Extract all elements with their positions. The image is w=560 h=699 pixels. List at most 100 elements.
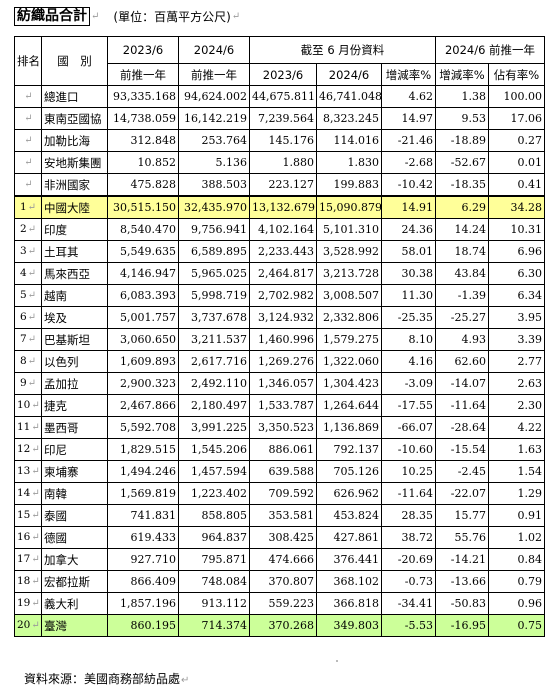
- table-row: 17↵ 加拿大 927.710 795.871 474.666 376.441 -20.69…: [14, 548, 545, 571]
- value-cell-v5: -66.07: [381, 416, 436, 439]
- value-cell-v1: 1,609.893: [107, 350, 179, 373]
- value-cell-v5: -25.35: [381, 306, 436, 329]
- rank-value: 15: [17, 509, 31, 521]
- rank-value: 2: [19, 223, 27, 235]
- value-cell-v2: 2,492.110: [178, 372, 250, 395]
- country-name: 義大利: [41, 592, 108, 615]
- table-row: 2↵ 印度 8,540.470 9,756.941 4,102.164 5,101.310…: [14, 218, 545, 241]
- country-name: 總進口: [41, 85, 108, 108]
- rank-cell: ↵: [14, 129, 42, 152]
- rank-value: 3: [19, 245, 27, 257]
- value-cell-v5: -2.68: [381, 151, 436, 174]
- value-cell-v4: 368.102: [316, 570, 382, 593]
- rank-value: 12: [17, 443, 31, 455]
- country-name: 以色列: [41, 350, 108, 373]
- table-row: 19↵ 義大利 1,857.196 913.112 559.223 366.818 -34.…: [14, 592, 545, 615]
- country-name: 印度: [41, 218, 108, 241]
- table-row: 9↵ 孟加拉 2,900.323 2,492.110 1,346.057 1,304.42…: [14, 372, 545, 395]
- value-cell-v7: 1.29: [488, 482, 545, 505]
- value-cell-v6: -2.45: [435, 460, 489, 483]
- table-row: ↵ 總進口 93,335.168 94,624.002 44,675.811 46,741…: [14, 85, 545, 108]
- header-country: 國 別: [41, 36, 108, 86]
- table-row: 5↵ 越南 6,083.393 5,998.719 2,702.982 3,008.507…: [14, 284, 545, 307]
- value-cell-v6: -1.39: [435, 284, 489, 307]
- value-cell-v4: 1,304.423: [316, 372, 382, 395]
- value-cell-v2: 9,756.941: [178, 218, 250, 241]
- paragraph-mark-icon: ↵: [31, 510, 40, 521]
- table-row: 18↵ 宏都拉斯 866.409 748.084 370.807 368.102 -0.73…: [14, 570, 545, 593]
- table-row: 6↵ 埃及 5,001.757 3,737.678 3,124.932 2,332.806…: [14, 306, 545, 329]
- value-cell-v4: 8,323.245: [316, 107, 382, 130]
- value-cell-v7: 2.63: [488, 372, 545, 395]
- rank-cell: 2↵: [14, 218, 42, 241]
- value-cell-v1: 927.710: [107, 548, 179, 571]
- paragraph-mark-icon: ↵: [27, 334, 37, 345]
- header-ytd-2024: 2024/6: [316, 63, 382, 86]
- value-cell-v4: 366.818: [316, 592, 382, 615]
- value-cell-v4: 1,136.869: [316, 416, 382, 439]
- table-row: 8↵ 以色列 1,609.893 2,617.716 1,269.276 1,322.06…: [14, 350, 545, 373]
- value-cell-v5: 58.01: [381, 240, 436, 263]
- country-name: 宏都拉斯: [41, 570, 108, 593]
- value-cell-v1: 5,549.635: [107, 240, 179, 263]
- value-cell-v3: 474.666: [249, 548, 317, 571]
- value-cell-v4: 3,008.507: [316, 284, 382, 307]
- value-cell-v5: 4.62: [381, 85, 436, 108]
- rank-cell: 1↵: [14, 195, 42, 219]
- title-row: 紡織品合計 ↵ (單位：百萬平方公尺) ↵: [14, 6, 240, 26]
- rank-cell: 12↵: [14, 438, 42, 461]
- header-prev-year-2024: 前推一年: [178, 63, 250, 86]
- value-cell-v5: -17.55: [381, 394, 436, 417]
- value-cell-v7: 0.75: [488, 614, 545, 637]
- rank-cell: 8↵: [14, 350, 42, 373]
- value-cell-v6: -50.83: [435, 592, 489, 615]
- value-cell-v3: 353.581: [249, 504, 317, 527]
- value-cell-v5: -20.69: [381, 548, 436, 571]
- value-cell-v3: 1,460.996: [249, 328, 317, 351]
- textile-import-table: 排名 國 別 2023/6 2024/6 截至 6 月份資料 2024/6 前推…: [14, 36, 545, 637]
- value-cell-v7: 3.39: [488, 328, 545, 351]
- value-cell-v6: -52.67: [435, 151, 489, 174]
- value-cell-v1: 1,494.246: [107, 460, 179, 483]
- value-cell-v7: 10.31: [488, 218, 545, 241]
- value-cell-v4: 15,090.879: [316, 195, 382, 219]
- value-cell-v3: 370.807: [249, 570, 317, 593]
- header-ytd-2023: 2023/6: [249, 63, 317, 86]
- paragraph-mark-icon: ↵: [27, 356, 37, 367]
- value-cell-v1: 1,829.515: [107, 438, 179, 461]
- header-prior-group: 2024/6 前推一年: [435, 36, 545, 64]
- source-text: 資料來源：美國商務部紡品處: [24, 672, 181, 686]
- paragraph-mark-icon: ↵: [24, 113, 33, 124]
- value-cell-v3: 886.061: [249, 438, 317, 461]
- table-row: ↵ 加勒比海 312.848 253.764 145.176 114.016 -21.46-…: [14, 129, 545, 152]
- value-cell-v1: 2,900.323: [107, 372, 179, 395]
- value-cell-v6: -25.27: [435, 306, 489, 329]
- value-cell-v5: -10.42: [381, 173, 436, 197]
- value-cell-v7: 100.00: [488, 85, 545, 108]
- country-name: 印尼: [41, 438, 108, 461]
- rank-value: 7: [19, 333, 27, 345]
- paragraph-mark-icon: ↵: [24, 157, 33, 168]
- table-row: ↵ 非洲國家 475.828 388.503 223.127 199.883 -10.42-…: [14, 173, 545, 197]
- value-cell-v2: 3,991.225: [178, 416, 250, 439]
- value-cell-v5: 14.97: [381, 107, 436, 130]
- table-row: 1↵ 中國大陸 30,515.150 32,435.970 13,132.679 15,0…: [14, 195, 545, 219]
- value-cell-v2: 795.871: [178, 548, 250, 571]
- value-cell-v7: 0.84: [488, 548, 545, 571]
- value-cell-v2: 964.837: [178, 526, 250, 549]
- value-cell-v3: 3,124.932: [249, 306, 317, 329]
- value-cell-v6: -11.64: [435, 394, 489, 417]
- value-cell-v6: -28.64: [435, 416, 489, 439]
- value-cell-v4: 199.883: [316, 173, 382, 197]
- paragraph-mark-icon: ↵: [31, 576, 40, 587]
- country-name: 巴基斯坦: [41, 328, 108, 351]
- country-name: 捷克: [41, 394, 108, 417]
- value-cell-v4: 1,264.644: [316, 394, 382, 417]
- rank-value: 4: [19, 267, 27, 279]
- header-prior-change: 增減率%: [435, 63, 489, 86]
- value-cell-v5: 28.35: [381, 504, 436, 527]
- value-cell-v6: -14.07: [435, 372, 489, 395]
- country-name: 柬埔寨: [41, 460, 108, 483]
- country-name: 德國: [41, 526, 108, 549]
- value-cell-v3: 308.425: [249, 526, 317, 549]
